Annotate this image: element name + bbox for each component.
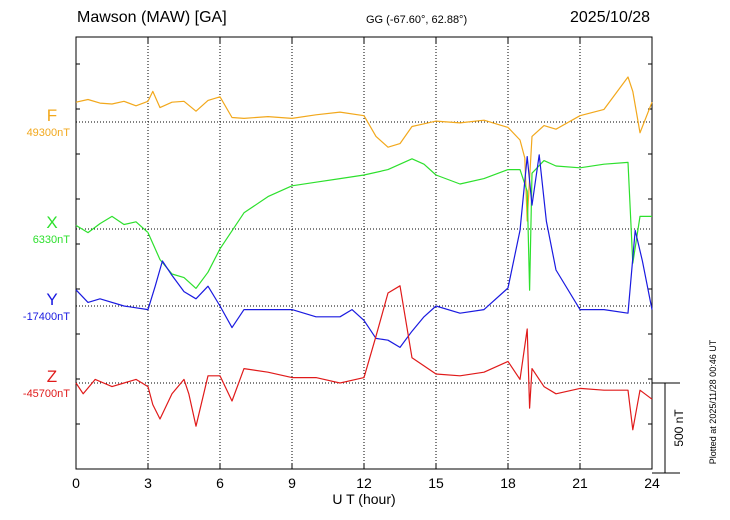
- series-line-z: [75, 285, 653, 431]
- baseline-value-y: -17400nT: [23, 311, 70, 323]
- series-line-f: [75, 76, 653, 222]
- baseline-value-z: -45700nT: [23, 388, 70, 400]
- series-line-y: [75, 154, 653, 348]
- series-name-y: Y: [46, 290, 57, 309]
- x-tick-label: 18: [500, 475, 516, 491]
- x-tick-label: 0: [72, 475, 80, 491]
- plotted-timestamp: Plotted at 2025/11/28 00:46 UT: [708, 339, 718, 464]
- station-title: Mawson (MAW) [GA]: [77, 9, 227, 26]
- x-tick-label: 9: [288, 475, 296, 491]
- series-name-z: Z: [47, 367, 57, 386]
- x-tick-label: 6: [216, 475, 224, 491]
- coordinates-label: GG (-67.60°, 62.88°): [366, 14, 468, 26]
- series-name-f: F: [47, 106, 57, 125]
- x-tick-label: 15: [428, 475, 444, 491]
- series-line-x: [75, 158, 652, 291]
- date-label: 2025/10/28: [570, 9, 651, 26]
- x-tick-label: 12: [356, 475, 372, 491]
- x-axis-label: U T (hour): [332, 491, 395, 507]
- x-tick-label: 21: [572, 475, 588, 491]
- baseline-value-x: 6330nT: [33, 234, 71, 246]
- x-tick-label: 3: [144, 475, 152, 491]
- scale-bar-label: 500 nT: [672, 409, 686, 447]
- series-name-x: X: [46, 213, 57, 232]
- x-tick-label: 24: [644, 475, 660, 491]
- baseline-value-f: 49300nT: [27, 127, 71, 139]
